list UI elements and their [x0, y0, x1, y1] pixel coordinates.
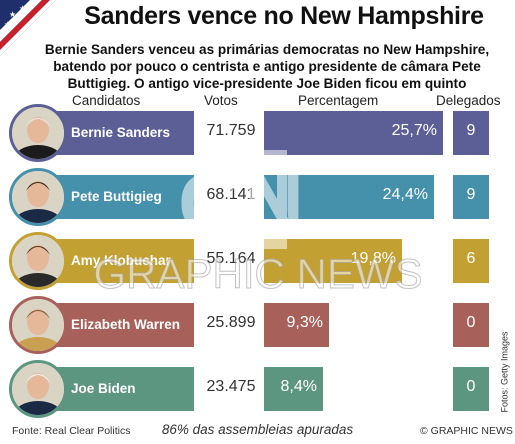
svg-text:★: ★ — [14, 14, 21, 23]
percentage-label: 24,4% — [382, 186, 428, 203]
vote-count: 55.164 — [206, 250, 256, 267]
percentage-label: 19,8% — [350, 250, 396, 267]
vote-count: 71.759 — [206, 122, 256, 139]
candidate-name: Pete Buttigieg — [71, 189, 162, 204]
candidate-photo — [9, 360, 67, 418]
name-band — [55, 367, 194, 411]
candidate-name: Elizabeth Warren — [71, 317, 181, 332]
vote-count: 25.899 — [206, 314, 256, 331]
svg-text:★: ★ — [9, 10, 16, 19]
vote-count: 23.475 — [206, 378, 256, 395]
delegates-box — [453, 239, 489, 283]
page-title: Sanders vence no New Hampshire — [84, 2, 484, 30]
copyright: © GRAPHIC NEWS — [420, 425, 513, 437]
table-row: Amy Klobuchar 55.164 19,8% 6 — [0, 230, 515, 292]
delegates-count: 9 — [466, 122, 476, 139]
table-row: Bernie Sanders 71.759 25,7% 9 — [0, 102, 515, 164]
candidate-name: Joe Biden — [71, 381, 136, 396]
percentage-bar — [264, 303, 329, 347]
candidate-photo — [9, 232, 67, 290]
svg-text:★: ★ — [4, 20, 11, 29]
percentage-label: 25,7% — [391, 122, 437, 139]
us-flag-icon: ★ ★ ★ ★ — [0, 0, 56, 56]
delegates-box — [453, 111, 489, 155]
source: Fonte: Real Clear Politics — [12, 425, 131, 437]
delegates-box — [453, 303, 489, 347]
subtitle: Bernie Sanders venceu as primárias democ… — [44, 42, 490, 91]
vote-count: 68.141 — [206, 186, 256, 203]
header-votes: Votos — [204, 93, 238, 108]
header-percentage: Percentagem — [298, 93, 379, 108]
header-delegates: Delegados — [436, 93, 501, 108]
candidate-photo — [9, 296, 67, 354]
percentage-bar — [264, 367, 323, 411]
candidate-photo — [9, 104, 67, 162]
percentage-label: 8,4% — [280, 378, 317, 395]
delegates-count: 6 — [466, 250, 476, 267]
delegates-box — [453, 175, 489, 219]
name-band — [55, 111, 194, 155]
percentage-bar — [264, 175, 434, 219]
delegates-count: 0 — [466, 314, 476, 331]
name-band — [55, 175, 194, 219]
delegates-count: 0 — [466, 378, 476, 395]
footnote: 86% das assembleias apuradas — [161, 422, 354, 437]
header-candidates: Candidatos — [72, 93, 141, 108]
percentage-label: 9,3% — [286, 314, 323, 331]
photo-credit: Fotos: Getty Images — [499, 331, 510, 413]
candidate-name: Amy Klobuchar — [71, 253, 171, 268]
delegates-box — [453, 367, 489, 411]
table-row: Pete Buttigieg 68.141 24,4% 9 — [0, 166, 515, 228]
candidate-photo — [9, 168, 67, 226]
name-band — [55, 239, 194, 283]
name-band — [55, 303, 194, 347]
table-row: Elizabeth Warren 25.899 9,3% 0 — [0, 294, 515, 356]
table-row: Joe Biden 23.475 8,4% 0 — [0, 358, 515, 420]
delegates-count: 9 — [466, 186, 476, 203]
percentage-bar — [264, 239, 402, 283]
svg-text:★: ★ — [19, 4, 26, 13]
candidate-name: Bernie Sanders — [71, 125, 171, 140]
percentage-bar — [264, 111, 443, 155]
